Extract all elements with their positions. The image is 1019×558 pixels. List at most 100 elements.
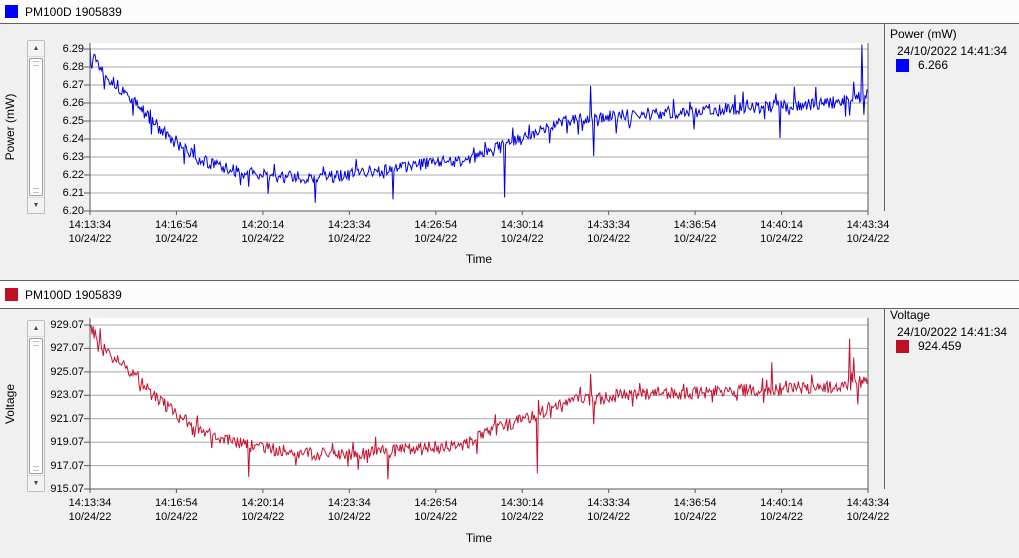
y-tick-label: 6.25 xyxy=(62,115,84,127)
x-tick-date: 10/24/22 xyxy=(241,511,285,523)
x-tick-label: 14:23:34 10/24/22 xyxy=(313,218,385,246)
x-tick-date: 10/24/22 xyxy=(760,511,803,523)
scrollbar-thumb[interactable] xyxy=(29,338,43,474)
scrollbar-up-button[interactable]: ▲ xyxy=(28,321,44,337)
readout-value: 6.266 xyxy=(918,58,949,72)
x-tick-date: 10/24/22 xyxy=(500,511,544,523)
x-tick-time: 14:36:54 xyxy=(673,219,717,231)
x-tick-label: 14:33:34 10/24/22 xyxy=(573,218,645,246)
x-tick-date: 10/24/22 xyxy=(846,233,890,245)
x-tick-date: 10/24/22 xyxy=(241,233,285,245)
y-axis-title: Power (mW) xyxy=(3,93,17,161)
x-tick-date: 10/24/22 xyxy=(68,233,112,245)
series-legend: PM100D 1905839 xyxy=(0,281,1019,309)
x-tick-date: 10/24/22 xyxy=(760,233,803,245)
x-tick-time: 14:23:34 xyxy=(327,219,371,231)
y-tick-label: 927.07 xyxy=(50,342,84,355)
y-tick-label: 6.20 xyxy=(62,205,84,217)
x-tick-time: 14:26:54 xyxy=(414,497,458,509)
x-tick-label: 14:20:14 10/24/22 xyxy=(227,496,299,524)
y-tick-label: 925.07 xyxy=(50,365,84,378)
x-tick-label: 14:43:34 10/24/22 xyxy=(832,218,904,246)
x-tick-label: 14:40:14 10/24/22 xyxy=(746,496,818,524)
readout-panel-divider xyxy=(884,24,885,211)
readout-value-row: 924.459 xyxy=(896,339,961,353)
x-tick-label: 14:23:34 10/24/22 xyxy=(313,496,385,524)
x-tick-date: 10/24/22 xyxy=(500,233,544,245)
readout-panel-divider xyxy=(884,309,885,489)
x-tick-time: 14:16:54 xyxy=(154,497,198,509)
readout-timestamp: 24/10/2022 14:41:34 xyxy=(897,44,1008,58)
x-tick-time: 14:13:34 xyxy=(68,219,112,231)
x-tick-time: 14:43:34 xyxy=(846,497,890,509)
x-tick-label: 14:30:14 10/24/22 xyxy=(486,496,558,524)
x-axis-title: Time xyxy=(465,252,493,266)
readout-value: 924.459 xyxy=(918,339,962,353)
scrollbar-thumb[interactable] xyxy=(29,58,43,196)
x-tick-date: 10/24/22 xyxy=(414,511,458,523)
y-tick-label: 6.26 xyxy=(62,97,84,109)
x-tick-time: 14:30:14 xyxy=(500,219,544,231)
y-axis-scrollbar[interactable]: ▲ ▼ xyxy=(27,40,45,214)
scrollbar-down-button[interactable]: ▼ xyxy=(28,475,44,491)
y-tick-label: 915.07 xyxy=(50,483,84,495)
x-tick-date: 10/24/22 xyxy=(154,233,198,245)
x-tick-label: 14:26:54 10/24/22 xyxy=(400,496,472,524)
y-tick-label: 6.28 xyxy=(62,61,84,73)
power-chart[interactable] xyxy=(0,0,1019,280)
x-tick-label: 14:30:14 10/24/22 xyxy=(486,218,558,246)
y-tick-label: 6.24 xyxy=(62,133,84,145)
x-tick-time: 14:20:14 xyxy=(241,219,285,231)
readout-color-swatch xyxy=(896,58,909,72)
series-legend: PM100D 1905839 xyxy=(0,0,1019,24)
y-tick-label: 921.07 xyxy=(50,412,84,425)
x-tick-time: 14:16:54 xyxy=(154,219,198,231)
readout-color-swatch xyxy=(896,339,909,353)
x-tick-time: 14:13:34 xyxy=(68,497,112,509)
x-tick-time: 14:36:54 xyxy=(673,497,717,509)
series-legend-label: PM100D 1905839 xyxy=(25,287,122,302)
y-tick-label: 6.27 xyxy=(62,79,84,91)
y-tick-label: 923.07 xyxy=(50,389,84,402)
x-tick-time: 14:20:14 xyxy=(241,497,285,509)
x-tick-label: 14:36:54 10/24/22 xyxy=(659,496,731,524)
x-tick-date: 10/24/22 xyxy=(327,233,371,245)
plot-area[interactable] xyxy=(90,43,868,211)
x-tick-label: 14:43:34 10/24/22 xyxy=(832,496,904,524)
x-tick-label: 14:13:34 10/24/22 xyxy=(54,496,126,524)
x-tick-date: 10/24/22 xyxy=(587,511,631,523)
scrollbar-down-button[interactable]: ▼ xyxy=(28,197,44,213)
x-tick-label: 14:16:54 10/24/22 xyxy=(140,218,212,246)
x-tick-date: 10/24/22 xyxy=(673,511,717,523)
x-tick-label: 14:20:14 10/24/22 xyxy=(227,218,299,246)
x-tick-date: 10/24/22 xyxy=(846,511,890,523)
y-tick-label: 919.07 xyxy=(50,436,84,449)
x-tick-date: 10/24/22 xyxy=(587,233,631,245)
x-tick-date: 10/24/22 xyxy=(673,233,717,245)
x-tick-label: 14:33:34 10/24/22 xyxy=(573,496,645,524)
x-axis-title: Time xyxy=(465,531,493,545)
scrollbar-up-button[interactable]: ▲ xyxy=(28,41,44,57)
y-axis-scrollbar[interactable]: ▲ ▼ xyxy=(27,320,45,492)
series-legend-label: PM100D 1905839 xyxy=(25,4,122,19)
x-tick-time: 14:33:34 xyxy=(587,219,631,231)
x-tick-time: 14:30:14 xyxy=(500,497,544,509)
x-tick-time: 14:33:34 xyxy=(587,497,631,509)
y-tick-label: 929.07 xyxy=(50,319,84,331)
y-tick-label: 917.07 xyxy=(50,459,84,472)
x-tick-time: 14:23:34 xyxy=(327,497,371,509)
voltage-chart[interactable] xyxy=(0,281,1019,557)
readout-timestamp: 24/10/2022 14:41:34 xyxy=(897,325,1008,339)
series-color-swatch xyxy=(5,5,18,18)
series-color-swatch xyxy=(5,288,18,301)
voltage-series-line xyxy=(90,324,868,480)
x-tick-date: 10/24/22 xyxy=(414,233,458,245)
readout-title: Power (mW) xyxy=(890,27,957,41)
x-tick-time: 14:40:14 xyxy=(760,497,803,509)
x-tick-date: 10/24/22 xyxy=(68,511,112,523)
readout-title: Voltage xyxy=(890,308,931,322)
plot-area[interactable] xyxy=(90,318,868,489)
x-tick-label: 14:40:14 10/24/22 xyxy=(746,218,818,246)
x-tick-label: 14:16:54 10/24/22 xyxy=(140,496,212,524)
